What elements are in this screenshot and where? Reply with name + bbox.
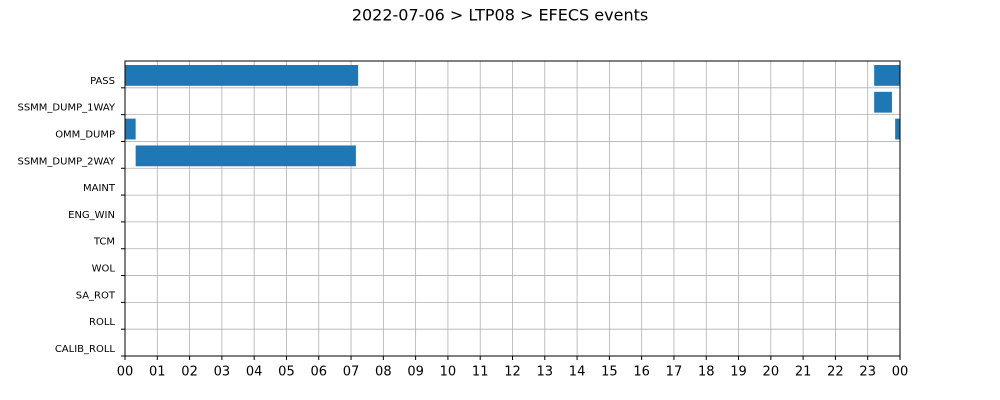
y-tick-label: WOL — [92, 264, 116, 275]
x-tick-label: 13 — [537, 365, 554, 380]
y-tick-label: CALIB_ROLL — [55, 344, 116, 355]
bar — [125, 118, 136, 140]
x-tick-label: 16 — [633, 365, 650, 380]
bar — [874, 65, 900, 86]
y-tick-label: SSMM_DUMP_2WAY — [17, 156, 115, 167]
x-tick-label: 14 — [569, 365, 586, 380]
y-tick-label: SA_ROT — [76, 290, 116, 301]
bar — [135, 145, 356, 167]
bar — [874, 91, 892, 113]
x-tick-label: 22 — [827, 365, 844, 380]
x-tick-label: 19 — [730, 365, 747, 380]
x-tick-label: 11 — [472, 365, 489, 380]
y-tick-label: OMM_DUMP — [55, 129, 115, 140]
x-tick-label: 15 — [601, 365, 618, 380]
x-tick-label: 20 — [763, 365, 780, 380]
x-tick-label: 21 — [795, 365, 812, 380]
plot-frame — [124, 60, 901, 357]
x-tick-label: 03 — [214, 365, 231, 380]
x-tick-label: 09 — [407, 365, 424, 380]
x-tick-label: 01 — [149, 365, 166, 380]
x-tick-label: 06 — [310, 365, 327, 380]
x-tick-label: 23 — [859, 365, 876, 380]
chart-title: 2022-07-06 > LTP08 > EFECS events — [352, 6, 648, 25]
x-tick-label: 05 — [278, 365, 295, 380]
y-tick-label: ROLL — [89, 317, 115, 328]
y-tick-label: PASS — [90, 76, 115, 87]
x-tick-label: 10 — [440, 365, 457, 380]
bar — [125, 65, 359, 86]
y-tick-label: ENG_WIN — [68, 210, 115, 221]
y-tick-label: TCM — [93, 237, 115, 248]
x-tick-label: 18 — [698, 365, 715, 380]
x-tick-label: 07 — [343, 365, 360, 380]
x-tick-label: 08 — [375, 365, 392, 380]
x-tick-label: 00 — [117, 365, 134, 380]
bar — [895, 118, 900, 140]
y-tick-label: MAINT — [83, 183, 116, 194]
y-tick-label: SSMM_DUMP_1WAY — [17, 103, 115, 114]
x-tick-label: 04 — [246, 365, 263, 380]
x-tick-label: 02 — [181, 365, 198, 380]
x-tick-label: 12 — [504, 365, 521, 380]
x-tick-label: 00 — [892, 365, 909, 380]
x-tick-label: 17 — [666, 365, 683, 380]
